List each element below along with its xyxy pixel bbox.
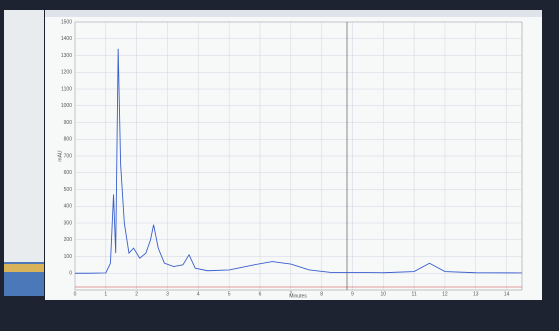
y-tick-label: 900 [64, 120, 73, 126]
x-tick-label: 2 [135, 291, 138, 297]
x-tick-label: 8 [320, 291, 323, 297]
y-axis-label: mAU [57, 150, 63, 162]
chart-toolbar [45, 10, 542, 17]
y-tick-label: 600 [64, 170, 73, 176]
y-tick-label: 200 [64, 237, 73, 243]
x-tick-label: 1 [104, 291, 107, 297]
side-panel [4, 10, 44, 296]
x-tick-label: 9 [351, 291, 354, 297]
x-tick-label: 12 [442, 291, 448, 297]
y-tick-label: 1500 [61, 19, 72, 25]
x-tick-label: 0 [74, 291, 77, 297]
y-tick-label: 400 [64, 204, 73, 210]
x-tick-label: 13 [473, 291, 479, 297]
y-tick-label: 100 [64, 254, 73, 260]
page: Minutes mAU 0100200300400500600700800900… [0, 0, 559, 326]
x-tick-label: 3 [166, 291, 169, 297]
y-tick-label: 0 [69, 271, 72, 277]
y-tick-label: 500 [64, 187, 73, 193]
y-tick-label: 300 [64, 220, 73, 226]
x-tick-label: 11 [412, 291, 417, 297]
x-tick-label: 10 [380, 291, 386, 297]
side-panel-selected [4, 264, 44, 272]
screen: Minutes mAU 0100200300400500600700800900… [0, 0, 559, 326]
y-tick-label: 1200 [61, 70, 72, 76]
y-tick-label: 1000 [61, 103, 72, 109]
x-tick-label: 14 [504, 291, 510, 297]
x-tick-label: 4 [197, 291, 200, 297]
y-tick-label: 800 [64, 137, 73, 143]
y-tick-label: 1300 [61, 53, 72, 59]
x-tick-label: 6 [259, 291, 262, 297]
x-tick-label: 5 [228, 291, 231, 297]
y-tick-label: 1100 [61, 86, 72, 92]
y-tick-label: 700 [64, 153, 73, 159]
y-tick-label: 1400 [61, 36, 72, 42]
x-tick-label: 7 [289, 291, 292, 297]
